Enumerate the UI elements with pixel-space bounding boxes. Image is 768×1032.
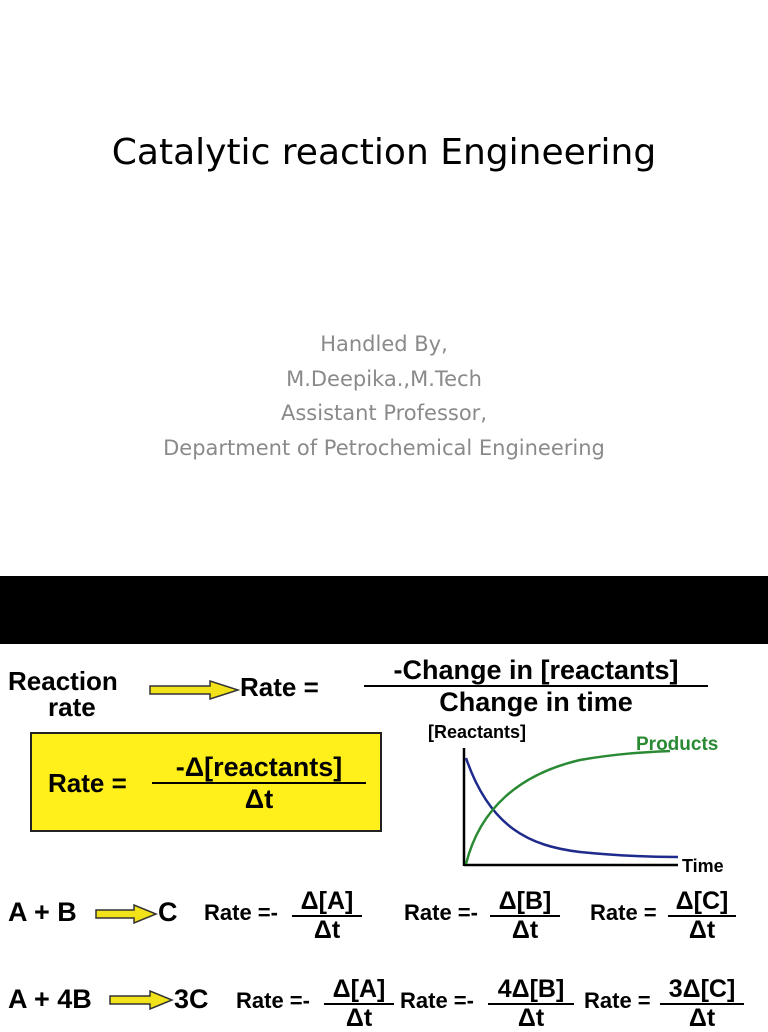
- reaction-rate-label-2: rate: [48, 692, 96, 722]
- slide-subtitle: Handled By, M.Deepika.,M.Tech Assistant …: [0, 327, 768, 465]
- graph-y-label: [Reactants]: [428, 722, 526, 742]
- slide-divider-band: [0, 576, 768, 644]
- slide-title: Catalytic reaction Engineering: [111, 132, 657, 173]
- reactants-curve: [464, 757, 679, 859]
- eq2-rate-b-fraction: 4Δ[B] Δt: [488, 976, 574, 1032]
- eq1-rate-b-num: Δ[B]: [490, 888, 560, 917]
- eq2-rate-b-den: Δt: [517, 1004, 545, 1032]
- eq2-arrow-icon: [109, 990, 174, 1010]
- eq1-arrow-icon: [95, 904, 158, 924]
- eq1-rate-a-fraction: Δ[A] Δt: [292, 888, 362, 944]
- eq1-rate-c-label: Rate =: [590, 900, 657, 925]
- rate-definition-fraction: -Change in [reactants] Change in time: [364, 655, 708, 717]
- reaction-arrow-icon: [149, 680, 240, 700]
- eq1-reaction: A + B: [8, 897, 77, 927]
- eq1-rate-b-fraction: Δ[B] Δt: [490, 888, 560, 944]
- eq1-product: C: [158, 897, 178, 927]
- subtitle-line-handled-by: Handled By,: [320, 332, 448, 356]
- eq2-rate-c-den: Δt: [688, 1004, 716, 1032]
- eq1-rate-a-den: Δt: [313, 916, 341, 944]
- products-curve: [464, 749, 671, 865]
- eq2-rate-a-den: Δt: [345, 1004, 373, 1032]
- box-fraction: -Δ[reactants] Δt: [152, 752, 366, 814]
- concentration-time-graph: [Reactants] Products Time: [428, 722, 724, 876]
- eq2-product: 3C: [174, 984, 209, 1014]
- rate-denominator: Change in time: [439, 687, 633, 717]
- eq1-rate-b-den: Δt: [511, 916, 539, 944]
- eq2-rate-c-num: 3Δ[C]: [660, 976, 744, 1005]
- eq1-rate-a-label: Rate =-: [204, 900, 278, 925]
- eq1-rate-c-den: Δt: [688, 916, 716, 944]
- subtitle-line-position: Assistant Professor,: [280, 401, 487, 425]
- eq2-rate-a-num: Δ[A]: [324, 976, 394, 1005]
- eq1-rate-c-num: Δ[C]: [668, 888, 736, 917]
- graph-products-label: Products: [636, 734, 718, 755]
- box-numerator: -Δ[reactants]: [152, 752, 366, 784]
- box-denominator: Δt: [244, 784, 274, 814]
- graph-x-label: Time: [682, 856, 724, 876]
- reaction-rate-label-1: Reaction: [8, 666, 118, 696]
- eq2-reaction: A + 4B: [8, 984, 92, 1014]
- eq2-rate-a-label: Rate =-: [236, 988, 310, 1013]
- subtitle-line-department: Department of Petrochemical Engineering: [163, 435, 605, 460]
- eq1-rate-a-num: Δ[A]: [292, 888, 362, 917]
- eq1-rate-b-label: Rate =-: [404, 900, 478, 925]
- subtitle-line-name: M.Deepika.,M.Tech: [286, 366, 482, 391]
- eq2-rate-b-num: 4Δ[B]: [488, 976, 574, 1005]
- eq1-rate-c-fraction: Δ[C] Δt: [668, 888, 736, 944]
- rate-eq-label: Rate =: [240, 672, 319, 702]
- eq2-rate-c-label: Rate =: [584, 988, 651, 1013]
- box-rate-label: Rate =: [48, 768, 127, 798]
- eq2-rate-b-label: Rate =-: [400, 988, 474, 1013]
- rate-formula-box: Rate = -Δ[reactants] Δt: [30, 732, 382, 832]
- rate-numerator: -Change in [reactants]: [364, 655, 708, 687]
